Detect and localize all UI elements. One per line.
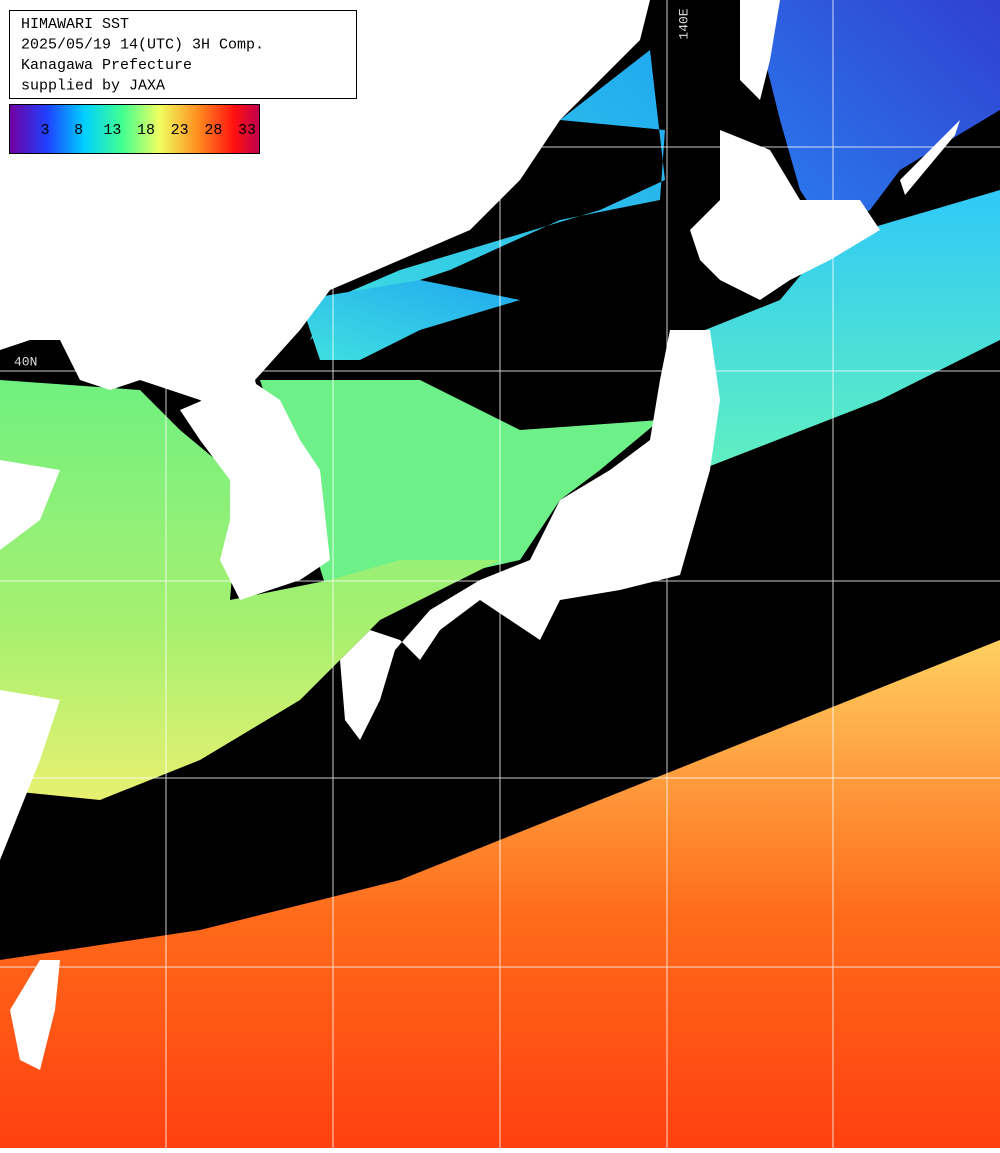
header: HIMAWARI SST 2025/05/19 14(UTC) 3H Comp. K… bbox=[21, 16, 264, 95]
east-china-sea bbox=[0, 380, 500, 800]
china-coast bbox=[0, 690, 60, 860]
color-bar-label: 23 bbox=[171, 122, 189, 139]
longitude-label: 140E bbox=[676, 8, 691, 39]
shandong bbox=[0, 460, 60, 550]
color-bar-label: 18 bbox=[137, 122, 155, 139]
color-bar-labels: 3 8 13 18 23 28 33 bbox=[40, 122, 256, 139]
color-bar-label: 28 bbox=[204, 122, 222, 139]
latitude-label: 40N bbox=[14, 354, 37, 369]
okhotsk-sea bbox=[750, 0, 1000, 235]
japan-sea-cyan bbox=[300, 280, 520, 360]
header-line: supplied by JAXA bbox=[21, 78, 165, 95]
kuril bbox=[900, 120, 960, 195]
taiwan bbox=[10, 960, 60, 1070]
header-line: HIMAWARI SST bbox=[21, 16, 129, 33]
pacific-cool-sea bbox=[700, 190, 1000, 470]
honshu-kyushu bbox=[340, 330, 720, 740]
japan-sea-south bbox=[260, 380, 660, 600]
color-bar bbox=[9, 104, 260, 154]
sakhalin bbox=[740, 0, 780, 100]
header-box bbox=[9, 10, 357, 99]
color-bar-label: 13 bbox=[103, 122, 121, 139]
header-line: 2025/05/19 14(UTC) 3H Comp. bbox=[21, 37, 264, 54]
color-bar-label: 8 bbox=[74, 122, 83, 139]
korea bbox=[180, 380, 330, 600]
color-bar-label: 3 bbox=[40, 122, 49, 139]
color-bar-label: 33 bbox=[238, 122, 256, 139]
header-line: Kanagawa Prefecture bbox=[21, 57, 192, 74]
